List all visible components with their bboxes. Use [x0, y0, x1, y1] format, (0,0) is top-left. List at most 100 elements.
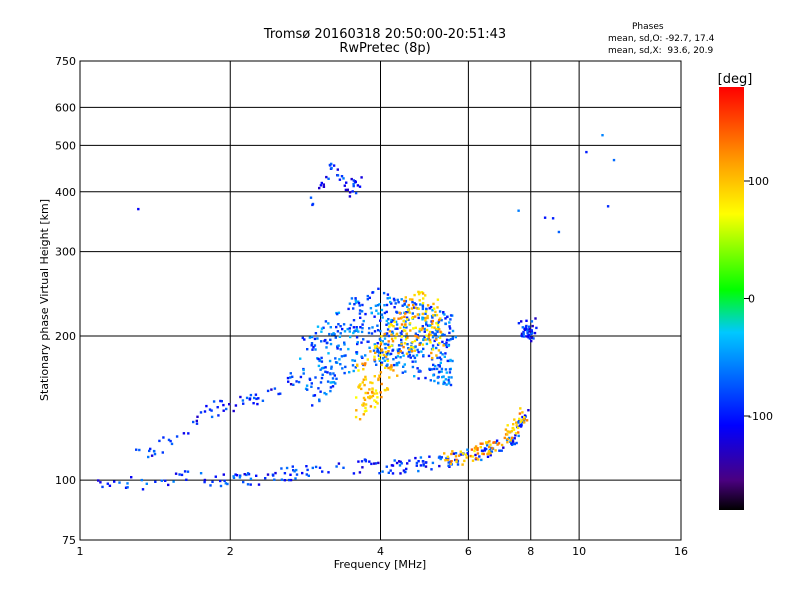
data-point [585, 150, 588, 154]
data-point [414, 334, 417, 338]
data-point [108, 484, 112, 487]
data-point [336, 174, 340, 177]
data-point [355, 352, 359, 355]
data-point [382, 353, 385, 357]
data-point [347, 307, 350, 311]
data-point [427, 336, 430, 339]
stats-line-x: mean, sd,X: 93.6, 20.9 [608, 46, 714, 56]
data-point [186, 470, 190, 473]
data-point [421, 292, 425, 295]
data-point [424, 294, 427, 297]
data-point [314, 376, 317, 379]
data-point [360, 330, 364, 334]
data-point [360, 310, 364, 313]
data-point [352, 307, 355, 310]
data-point [235, 474, 239, 477]
data-point [368, 346, 371, 349]
data-point [513, 437, 516, 440]
data-point [385, 323, 388, 326]
data-point [522, 332, 525, 336]
data-point [449, 314, 453, 317]
data-point [329, 386, 333, 389]
data-point [252, 402, 255, 405]
data-point [395, 363, 398, 367]
data-point [373, 360, 377, 363]
data-point [342, 177, 345, 180]
data-point [321, 373, 324, 376]
data-point [222, 473, 225, 476]
data-point [377, 378, 380, 382]
data-point [377, 461, 380, 465]
colorbar-tick-label: 100 [748, 175, 769, 188]
data-point [476, 447, 479, 450]
data-point [311, 348, 314, 351]
data-point [504, 428, 508, 431]
data-point [377, 354, 381, 357]
data-point [434, 310, 437, 314]
data-point [375, 345, 378, 348]
data-point [358, 312, 362, 315]
data-point [418, 343, 421, 346]
data-point [402, 319, 405, 323]
data-point [424, 376, 427, 380]
data-point [358, 471, 362, 474]
data-point [447, 344, 450, 347]
data-point [422, 338, 425, 341]
data-point [509, 440, 512, 443]
data-point [352, 182, 355, 186]
data-point [474, 445, 478, 448]
data-point [392, 319, 395, 322]
data-point [519, 407, 522, 410]
data-point [520, 419, 524, 422]
data-point [436, 306, 439, 309]
data-point [404, 323, 407, 326]
data-point [491, 447, 494, 450]
data-point [354, 191, 358, 195]
data-point [145, 482, 148, 485]
data-point [430, 368, 433, 371]
data-point [446, 458, 450, 462]
colorbar-ticks: 100 0 -100 [744, 175, 773, 423]
data-point [371, 394, 375, 398]
y-tick-label: 750 [55, 55, 76, 68]
data-point [495, 439, 499, 442]
data-point [322, 183, 325, 186]
data-point [410, 349, 414, 353]
data-point [394, 320, 398, 323]
data-point [238, 476, 242, 479]
data-point [318, 466, 322, 469]
data-point [148, 449, 151, 453]
data-point [414, 306, 418, 310]
data-point [343, 184, 346, 187]
data-point [313, 394, 317, 397]
data-point [431, 331, 434, 334]
data-point [374, 344, 377, 348]
data-point [432, 314, 435, 317]
data-point [403, 302, 406, 306]
data-point [447, 464, 450, 467]
data-point [445, 338, 449, 341]
data-point [483, 447, 487, 450]
data-point [415, 335, 419, 338]
data-point [293, 470, 296, 473]
data-point [373, 462, 376, 465]
data-point [368, 460, 371, 463]
data-point [407, 303, 410, 307]
data-point [448, 371, 452, 374]
data-point [356, 184, 360, 187]
data-point [388, 296, 391, 300]
data-point [439, 457, 442, 461]
data-point [466, 452, 469, 456]
data-point [302, 372, 305, 375]
data-point [352, 184, 355, 188]
data-point [359, 383, 362, 386]
data-point [311, 335, 314, 339]
data-point [442, 344, 445, 347]
data-point [167, 438, 171, 442]
data-point [456, 459, 460, 463]
data-point [447, 382, 451, 385]
data-point [506, 441, 509, 444]
data-point [329, 381, 332, 384]
data-point [445, 383, 448, 386]
data-point [415, 464, 418, 467]
